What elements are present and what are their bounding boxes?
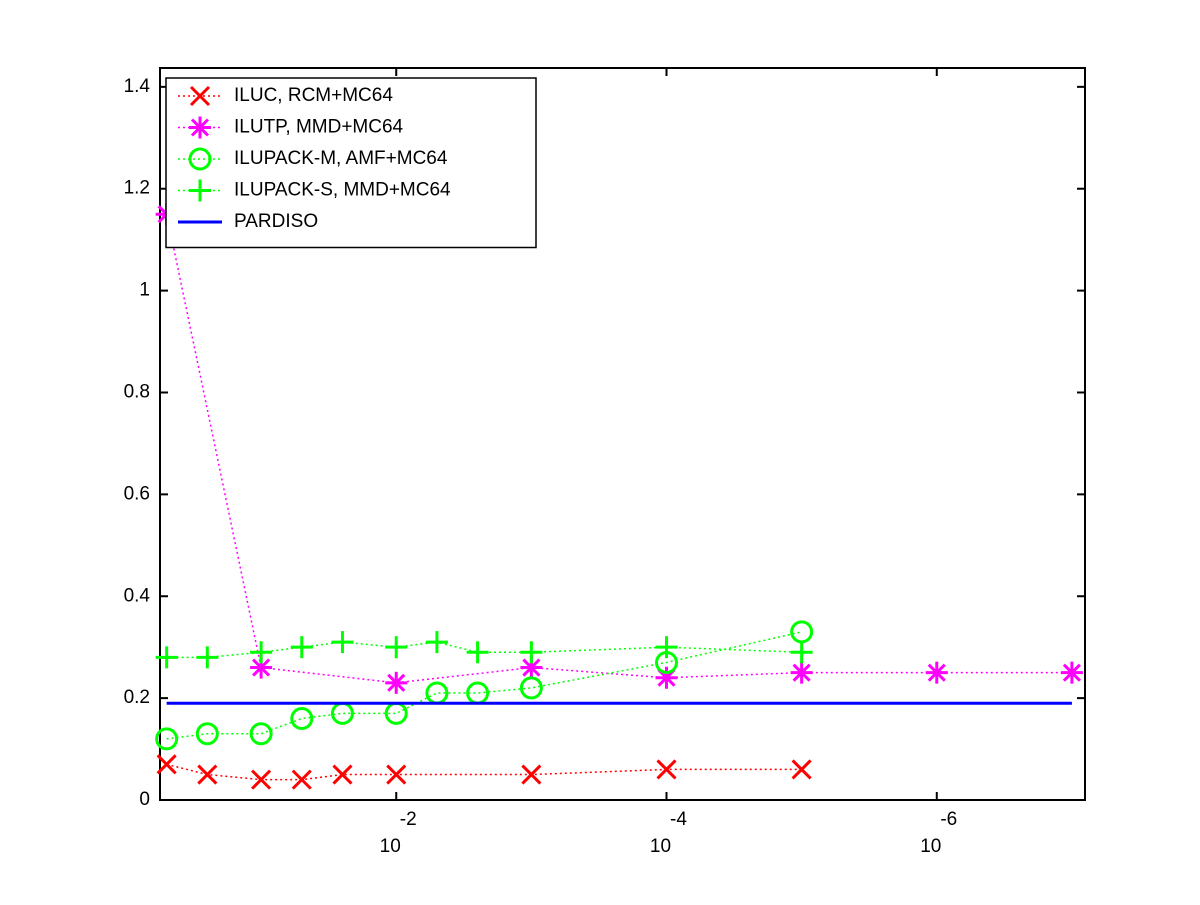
marker-circle <box>290 706 314 730</box>
marker <box>196 646 219 669</box>
marker-stroke <box>156 754 177 775</box>
x-tick-label: 10 <box>380 836 401 857</box>
y-tick-label: 1.4 <box>124 76 151 97</box>
marker <box>656 759 677 780</box>
legend-label: ILUPACK-M, AMF+MC64 <box>234 148 448 169</box>
marker-stroke <box>521 764 542 785</box>
marker <box>519 676 543 700</box>
marker-stroke <box>291 769 312 790</box>
x-tick-label: 10 <box>920 836 941 857</box>
marker-stroke <box>791 759 812 780</box>
marker-stroke <box>1062 663 1081 682</box>
marker-stroke <box>332 764 353 785</box>
marker <box>655 636 678 659</box>
marker <box>1060 661 1083 684</box>
y-tick-label: 0.6 <box>124 483 150 504</box>
marker <box>925 661 948 684</box>
marker <box>466 641 489 664</box>
x-tick-exponent: -4 <box>670 809 687 830</box>
marker <box>197 764 218 785</box>
series-line <box>166 631 802 740</box>
marker <box>290 636 313 659</box>
y-tick-label: 0.2 <box>124 687 150 708</box>
marker-stroke <box>387 673 406 692</box>
marker <box>331 631 354 654</box>
marker <box>251 769 272 790</box>
x-tick-label: 10 <box>650 836 671 857</box>
marker <box>188 147 212 171</box>
marker <box>250 641 273 664</box>
marker <box>791 759 812 780</box>
series-line <box>166 763 802 781</box>
y-tick-label: 1 <box>139 280 150 301</box>
marker <box>385 671 408 694</box>
marker-stroke <box>927 663 946 682</box>
marker-circle <box>195 722 219 746</box>
marker-stroke <box>190 118 210 137</box>
marker-stroke <box>252 658 271 677</box>
marker <box>790 661 813 684</box>
marker <box>250 656 273 679</box>
marker <box>249 722 273 746</box>
marker <box>385 636 408 659</box>
marker-stroke <box>656 759 677 780</box>
marker <box>521 764 542 785</box>
legend-label: PARDISO <box>234 211 318 232</box>
x-tick-exponent: -6 <box>940 809 957 830</box>
marker-circle <box>519 676 543 700</box>
marker <box>332 764 353 785</box>
marker-stroke <box>522 658 541 677</box>
marker <box>189 116 211 139</box>
marker <box>520 641 543 664</box>
marker-stroke <box>189 85 211 107</box>
marker <box>155 646 178 669</box>
marker <box>790 641 813 664</box>
marker <box>291 769 312 790</box>
marker <box>290 706 314 730</box>
marker-circle <box>249 722 273 746</box>
y-tick-label: 1.2 <box>124 178 150 199</box>
marker <box>425 631 448 654</box>
legend-label: ILUPACK-S, MMD+MC64 <box>234 180 451 201</box>
legend-label: ILUC, RCM+MC64 <box>234 85 393 106</box>
marker <box>155 727 179 751</box>
legend-box <box>165 77 537 249</box>
y-tick-label: 0.4 <box>124 585 151 606</box>
marker-circle <box>188 147 212 171</box>
marker-stroke <box>197 764 218 785</box>
y-tick-label: 0.8 <box>124 381 150 402</box>
marker-stroke <box>386 764 407 785</box>
marker-circle <box>155 727 179 751</box>
series-line <box>165 214 1072 684</box>
x-tick-exponent: -2 <box>400 809 417 830</box>
marker <box>189 85 211 107</box>
marker <box>195 722 219 746</box>
marker <box>156 754 177 775</box>
marker <box>189 179 211 202</box>
marker <box>386 764 407 785</box>
legend-label: ILUTP, MMD+MC64 <box>234 117 404 138</box>
y-tick-label: 0 <box>139 789 150 810</box>
marker-stroke <box>792 663 811 682</box>
marker-stroke <box>251 769 272 790</box>
